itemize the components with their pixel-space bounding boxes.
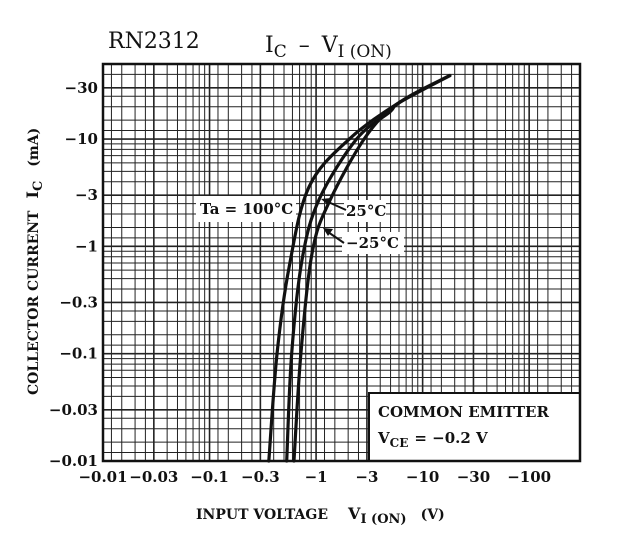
condition-sub: CE [390, 436, 409, 450]
condition-line1: COMMON EMITTER [378, 403, 549, 421]
arrow-25c [321, 198, 347, 211]
label-bg-25 [344, 200, 386, 222]
title-i: I [265, 33, 274, 58]
condition-value: = −0.2 V [414, 429, 488, 447]
title-sub-c: C [274, 42, 287, 62]
x-tick-label: −10 [406, 468, 439, 486]
title-dash: – [299, 33, 310, 58]
x-label-main: INPUT VOLTAGE [196, 507, 328, 523]
series-line-2 [292, 73, 452, 463]
arrow-minus25c [323, 228, 345, 244]
curves [267, 73, 452, 463]
y-tick-labels: −0.01 −0.03 −0.1 −0.3 −1 −3 −10 −30 [49, 79, 98, 470]
y-tick-label: −0.03 [49, 401, 98, 419]
part-number: RN2312 [108, 29, 200, 54]
y-axis-label: COLLECTOR CURRENT IC (mA) [23, 128, 46, 395]
x-axis-label: INPUT VOLTAGE VI (ON) (V) [196, 504, 445, 527]
label-bg-100 [196, 196, 296, 222]
x-tick-label: −3 [355, 468, 378, 486]
condition-line2: VCE = −0.2 V [377, 429, 488, 450]
series-label-100c: Ta = 100°C [200, 200, 293, 218]
y-label-main: COLLECTOR CURRENT [26, 210, 42, 395]
x-tick-labels: −0.01 −0.03 −0.1 −0.3 −1 −3 −10 −30 −100 [78, 468, 551, 486]
y-tick-label: −0.01 [49, 452, 98, 470]
y-tick-label: −10 [65, 130, 98, 148]
y-tick-label: −1 [75, 237, 98, 255]
x-tick-label: −0.1 [190, 468, 229, 486]
y-tick-label: −0.1 [59, 345, 98, 363]
x-tick-label: −0.01 [78, 468, 127, 486]
x-label-v: V [347, 504, 361, 523]
y-tick-label: −3 [75, 186, 98, 204]
condition-box [368, 392, 581, 462]
plot-frame [101, 62, 582, 463]
y-label-sub: C [31, 181, 46, 191]
y-label-unit: (mA) [26, 128, 42, 167]
x-tick-label: −0.03 [129, 468, 178, 486]
x-tick-label: −0.3 [241, 468, 280, 486]
x-tick-label: −1 [305, 468, 328, 486]
x-label-unit: (V) [421, 507, 445, 523]
chart-title: IC – VI (ON) [265, 33, 392, 62]
y-tick-label: −30 [65, 79, 98, 97]
y-label-i: I [23, 191, 42, 198]
x-tick-label: −100 [507, 468, 551, 486]
y-tick-label: −0.3 [59, 293, 98, 311]
x-label-sub: I (ON) [360, 512, 406, 527]
condition-v: V [377, 429, 390, 447]
series-label-minus25c: −25°C [346, 234, 399, 252]
title-sub-ion: I (ON) [338, 42, 392, 62]
series-label-25c: 25°C [346, 202, 386, 220]
label-bg-m25 [342, 232, 404, 254]
title-v: V [321, 33, 339, 58]
x-tick-label: −30 [457, 468, 490, 486]
